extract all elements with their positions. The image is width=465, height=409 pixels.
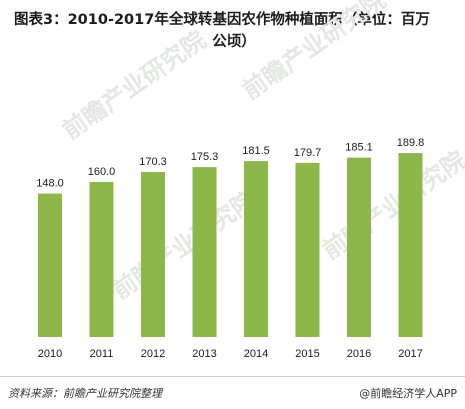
bar-series	[38, 153, 423, 337]
x-axis-ticks: 2010 2011 2012 2013 2014 2015 2016 2017	[38, 348, 423, 360]
data-label-2011: 160.0	[88, 166, 116, 178]
x-tick-2015: 2015	[295, 348, 319, 360]
data-label-2010: 148.0	[36, 178, 64, 190]
title-line-1: 图表3：2010-2017年全球转基因农作物种植面积（单位：百万	[14, 12, 430, 28]
x-tick-2010: 2010	[38, 348, 62, 360]
x-tick-2016: 2016	[347, 348, 371, 360]
bar-2012	[141, 171, 165, 337]
x-tick-2017: 2017	[398, 348, 422, 360]
brand-credit: @前瞻经济学人APP	[359, 387, 457, 400]
footer: 资料来源：前瞻产业研究院整理 @前瞻经济学人APP	[0, 376, 465, 409]
bar-2016	[347, 157, 371, 337]
x-tick-2012: 2012	[141, 348, 165, 360]
x-tick-2011: 2011	[90, 348, 114, 360]
bar-2011	[89, 181, 114, 337]
data-label-2013: 175.3	[191, 151, 219, 163]
watermark-text: 前瞻产业研究院	[57, 26, 211, 145]
source-note: 资料来源：前瞻产业研究院整理	[8, 387, 162, 400]
data-label-2012: 170.3	[139, 156, 167, 168]
x-tick-2014: 2014	[244, 348, 268, 360]
bar-2015	[295, 162, 320, 337]
watermark-text: 前瞻产业研究院	[237, 0, 391, 105]
bar-2017	[398, 153, 423, 337]
value-labels: 148.0 160.0 170.3 175.3 181.5 179.7 185.1 189.8	[36, 137, 424, 190]
bar-2010	[38, 193, 62, 337]
chart-title: 图表3：2010-2017年全球转基因农作物种植面积（单位：百万 公顷）	[14, 9, 454, 53]
bar-2013	[192, 167, 217, 337]
x-tick-2013: 2013	[192, 348, 216, 360]
data-label-2014: 181.5	[242, 145, 270, 157]
watermark-text: 前瞻产业研究院	[107, 186, 261, 305]
data-label-2016: 185.1	[345, 142, 373, 154]
title-line-2: 公顷）	[212, 34, 256, 50]
data-label-2017: 189.8	[397, 137, 425, 149]
watermark-text: 前瞻产业研究院	[317, 146, 465, 265]
data-label-2015: 179.7	[294, 147, 322, 159]
bar-2014	[244, 161, 268, 337]
